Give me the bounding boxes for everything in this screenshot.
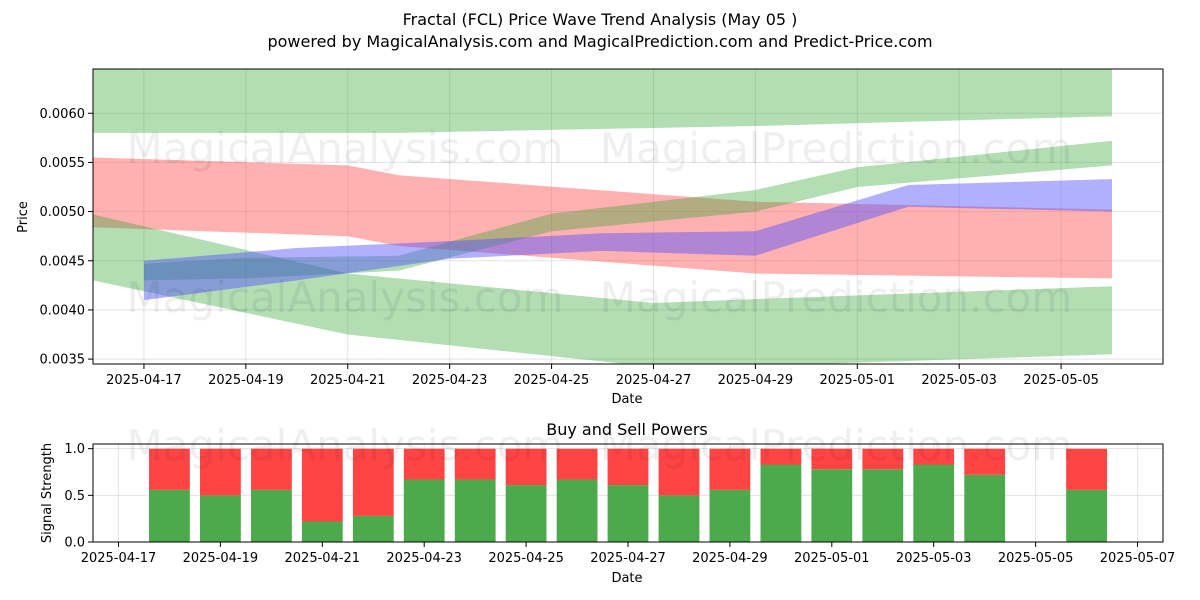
power-x-tick-label: 2025-04-23 — [386, 551, 462, 566]
buy-bar — [811, 469, 853, 542]
watermark-right: MagicalPrediction.com — [600, 124, 1073, 173]
price-y-axis: 0.0035 0.0040 0.0045 0.0050 0.0055 0.0060 — [40, 107, 93, 368]
power-x-tick-label: 2025-05-01 — [794, 551, 870, 566]
buy-bar — [964, 474, 1006, 542]
price-x-axis: 2025-04-17 2025-04-19 2025-04-21 2025-04-23… — [106, 364, 1099, 388]
buy-bar — [301, 521, 343, 542]
power-y-tick-label: 1.0 — [64, 442, 85, 457]
sell-bar — [352, 448, 394, 516]
power-x-axis-label: Date — [611, 571, 642, 586]
sell-bar — [607, 448, 649, 486]
power-y-tick-label: 0.0 — [64, 536, 85, 551]
power-chart-title: Buy and Sell Powers — [546, 420, 708, 439]
price-x-tick-label: 2025-04-17 — [106, 373, 182, 388]
price-chart: MagicalAnalysis.com MagicalPrediction.co… — [16, 68, 1164, 407]
buy-bar — [607, 485, 649, 542]
sell-bar — [913, 448, 955, 465]
price-x-tick-label: 2025-04-29 — [718, 373, 794, 388]
power-x-tick-label: 2025-04-25 — [488, 551, 564, 566]
watermark-left: MagicalAnalysis.com — [127, 124, 564, 173]
price-x-tick-label: 2025-04-27 — [616, 373, 692, 388]
power-bars — [149, 448, 1107, 542]
price-x-tick-label: 2025-04-25 — [514, 373, 590, 388]
sell-bar — [760, 448, 802, 465]
buy-bar — [709, 489, 751, 542]
power-y-tick-label: 0.5 — [64, 489, 85, 504]
price-x-tick-label: 2025-04-19 — [208, 373, 284, 388]
watermark-right: MagicalPrediction.com — [600, 421, 1073, 470]
power-x-tick-label: 2025-04-17 — [81, 551, 157, 566]
sell-bar — [251, 448, 292, 490]
price-y-tick-label: 0.0050 — [40, 205, 86, 220]
price-band-green — [93, 214, 1112, 364]
power-x-tick-label: 2025-04-19 — [183, 551, 259, 566]
watermark-right: MagicalPrediction.com — [600, 273, 1073, 322]
price-y-tick-label: 0.0055 — [40, 156, 86, 171]
price-axes-frame — [92, 68, 1164, 365]
sell-bar — [709, 448, 751, 490]
power-y-axis-label: Signal Strength — [40, 443, 55, 543]
price-y-tick-label: 0.0060 — [40, 107, 86, 122]
price-x-tick-label: 2025-04-21 — [310, 373, 386, 388]
sell-bar — [658, 448, 700, 496]
buy-bar — [556, 479, 598, 542]
buy-bar — [760, 464, 802, 542]
price-y-axis-label: Price — [16, 201, 31, 233]
figure-subtitle: powered by MagicalAnalysis.com and Magic… — [267, 32, 932, 51]
power-x-tick-label: 2025-04-21 — [285, 551, 361, 566]
power-x-tick-label: 2025-05-03 — [896, 551, 972, 566]
buy-bar — [200, 495, 241, 542]
price-x-tick-label: 2025-05-01 — [820, 373, 896, 388]
sell-bar — [505, 448, 547, 486]
sell-bar — [811, 448, 853, 470]
buy-bar — [862, 469, 904, 542]
price-y-tick-label: 0.0040 — [40, 303, 86, 318]
buy-bar — [149, 489, 190, 542]
sell-bar — [454, 448, 496, 480]
power-x-tick-label: 2025-04-29 — [692, 551, 768, 566]
price-y-tick-label: 0.0045 — [40, 254, 86, 269]
price-band-green — [93, 69, 1112, 133]
power-x-axis: 2025-04-17 2025-04-19 2025-04-21 2025-04-23… — [81, 542, 1176, 566]
sell-bar — [556, 448, 598, 480]
price-x-tick-label: 2025-05-05 — [1023, 373, 1099, 388]
watermark-left: MagicalAnalysis.com — [127, 421, 564, 470]
sell-bar — [200, 448, 241, 496]
price-grid — [93, 69, 1163, 364]
price-x-tick-label: 2025-04-23 — [412, 373, 488, 388]
buy-bar — [913, 464, 955, 542]
power-x-tick-label: 2025-04-27 — [590, 551, 666, 566]
price-x-tick-label: 2025-05-03 — [921, 373, 997, 388]
sell-bar — [1066, 448, 1107, 490]
buy-bar — [403, 479, 445, 542]
price-bands — [93, 69, 1112, 364]
price-band-green — [144, 140, 1112, 281]
buy-bar — [251, 489, 292, 542]
power-y-axis: 0.0 0.5 1.0 — [64, 442, 93, 551]
buy-bar — [1066, 489, 1107, 542]
price-band-blue — [144, 179, 1112, 301]
power-x-tick-label: 2025-05-05 — [998, 551, 1074, 566]
sell-bar — [301, 448, 343, 522]
buy-bar — [454, 479, 496, 542]
price-y-tick-label: 0.0035 — [40, 353, 86, 368]
buy-bar — [352, 515, 394, 542]
sell-bar — [862, 448, 904, 470]
power-x-tick-label: 2025-05-07 — [1100, 551, 1176, 566]
buy-bar — [505, 485, 547, 542]
sell-bar — [149, 448, 190, 490]
sell-bar — [403, 448, 445, 480]
figure-title: Fractal (FCL) Price Wave Trend Analysis … — [403, 10, 798, 29]
power-chart: Buy and Sell Powers MagicalAnalysis.com … — [40, 420, 1175, 586]
sell-bar — [964, 448, 1006, 475]
buy-bar — [658, 495, 700, 542]
price-x-axis-label: Date — [611, 392, 642, 407]
price-band-red — [93, 157, 1112, 279]
watermark-left: MagicalAnalysis.com — [127, 273, 564, 322]
